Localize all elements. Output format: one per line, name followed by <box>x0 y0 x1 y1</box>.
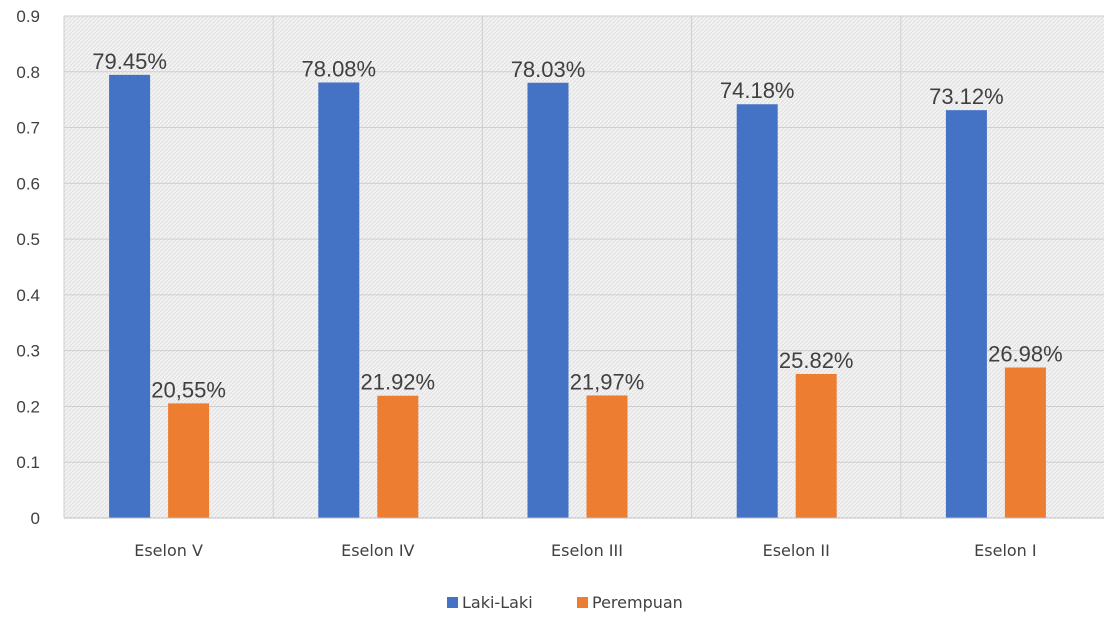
y-axis: 0 0.1 0.2 0.3 0.4 0.5 0.6 0.7 0.8 0.9 <box>16 7 40 528</box>
y-tick-label: 0.3 <box>16 342 40 361</box>
legend: Laki-Laki Perempuan <box>447 593 683 612</box>
bar-perempuan <box>168 403 210 518</box>
bars <box>109 74 1046 519</box>
x-category-label: Eselon II <box>763 541 830 560</box>
x-category-label: Eselon IV <box>341 541 414 560</box>
data-label: 20,55% <box>151 377 226 402</box>
bar-perempuan <box>586 395 628 518</box>
y-tick-label: 0.1 <box>16 453 40 472</box>
bar-perempuan <box>1004 367 1046 518</box>
x-category-label: Eselon I <box>974 541 1036 560</box>
data-label: 73.12% <box>929 84 1004 109</box>
bar-perempuan <box>795 373 837 518</box>
data-label: 78.08% <box>301 56 376 81</box>
x-category-label: Eselon III <box>551 541 623 560</box>
data-label: 78.03% <box>511 57 586 82</box>
bar-laki-laki <box>318 82 360 518</box>
y-tick-label: 0.6 <box>16 174 40 193</box>
y-tick-label: 0.7 <box>16 119 40 138</box>
y-tick-label: 0.8 <box>16 63 40 82</box>
legend-swatch <box>447 597 458 608</box>
bar-laki-laki <box>736 104 778 518</box>
legend-swatch <box>577 597 588 608</box>
bar-laki-laki <box>945 110 987 518</box>
x-category-label: Eselon V <box>134 541 203 560</box>
y-tick-label: 0 <box>31 509 40 528</box>
y-tick-label: 0.2 <box>16 397 40 416</box>
y-tick-label: 0.5 <box>16 230 40 249</box>
plot-area <box>64 16 1104 518</box>
x-axis: Eselon V Eselon IV Eselon III Eselon II Esel… <box>64 517 1104 560</box>
data-label: 26.98% <box>988 342 1063 367</box>
data-label: 25.82% <box>779 348 854 373</box>
bar-laki-laki <box>109 74 151 519</box>
bar-laki-laki <box>527 82 569 519</box>
y-tick-label: 0.4 <box>16 286 40 305</box>
bar-perempuan <box>377 395 419 518</box>
data-label: 74.18% <box>720 78 795 103</box>
legend-label: Laki-Laki <box>462 593 533 612</box>
data-label: 79.45% <box>92 49 167 74</box>
legend-label: Perempuan <box>592 593 683 612</box>
data-label: 21.92% <box>360 370 435 395</box>
data-label: 21,97% <box>570 369 645 394</box>
data-labels: 79.45% 78.08% 78.03% 74.18% 73.12% 20,55% 21.9… <box>92 49 1062 403</box>
y-tick-label: 0.9 <box>16 7 40 26</box>
